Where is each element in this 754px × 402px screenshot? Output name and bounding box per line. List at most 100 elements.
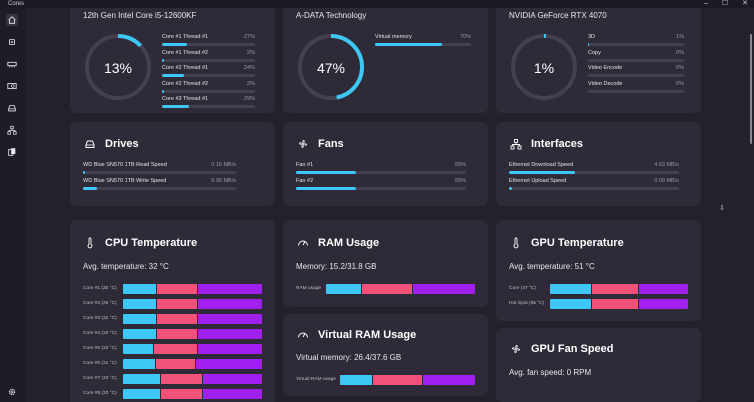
copy-icon[interactable] <box>6 146 18 158</box>
bar-separator <box>196 284 198 294</box>
gpu-name: NVIDIA GeForce RTX 4070 <box>509 11 607 20</box>
thermometer-icon <box>83 236 97 250</box>
usage-row-label: 3D <box>588 34 596 40</box>
fans-card: Fans Fan #1 55% Fan #2 55% <box>283 122 488 206</box>
bar-separator <box>159 374 161 384</box>
cpu-card: 12th Gen Intel Core i5-12600KF 13% Core … <box>70 8 307 113</box>
cpu-usage-value: 13% <box>103 60 133 76</box>
window-title: Cores <box>8 1 25 7</box>
drive-icon <box>83 137 97 151</box>
bar-segment <box>591 299 639 309</box>
gpu-temperature-title: GPU Temperature <box>531 237 624 249</box>
bar-separator <box>154 359 156 369</box>
bar-label: Core (47 °C) <box>509 286 536 291</box>
bar-segment <box>155 359 196 369</box>
usage-bar-track <box>588 89 684 93</box>
usage-row: Video Decode 0% <box>588 81 684 94</box>
usage-row-label: Core #3 Thread #1 <box>162 96 209 102</box>
cpu-name: 12th Gen Intel Core i5-12600KF <box>83 11 197 20</box>
interfaces-title: Interfaces <box>531 138 583 150</box>
network-icon[interactable] <box>6 124 18 136</box>
sidebar <box>0 8 25 402</box>
usage-row-label: Virtual memory <box>375 34 412 40</box>
bar-segment <box>123 359 155 369</box>
cpu-icon[interactable] <box>6 36 18 48</box>
usage-row-value: 9.95 MB/s <box>211 178 236 184</box>
bar-segment <box>372 375 423 385</box>
drive-icon[interactable] <box>6 102 18 114</box>
bar-label: Core #4 (33 °C) <box>83 331 117 336</box>
bar-segment <box>156 314 197 324</box>
ram-usage-title: RAM Usage <box>318 237 380 249</box>
usage-bar-track <box>162 58 255 62</box>
bar-segment <box>197 329 262 339</box>
stacked-bar <box>340 375 475 385</box>
scroll-down-arrow-icon[interactable]: ⇩ <box>719 205 725 212</box>
home-icon[interactable] <box>6 14 18 26</box>
bar-segment <box>340 375 372 385</box>
usage-bar-track <box>509 187 679 190</box>
maximize-button[interactable]: ☐ <box>721 0 729 7</box>
bar-separator <box>155 314 157 324</box>
bar-segment <box>197 284 262 294</box>
stacked-bar <box>123 359 262 369</box>
virtual-ram-usage-summary: Virtual memory: 26.4/37.6 GB <box>296 353 402 362</box>
usage-bar-fill <box>296 187 356 190</box>
bar-separator <box>202 374 204 384</box>
gpu-temperature-card: GPU Temperature Avg. temperature: 51 °C … <box>496 220 701 321</box>
bar-separator <box>196 329 198 339</box>
cpu-temperature-title: CPU Temperature <box>105 237 198 249</box>
memory-gauge-arc <box>298 34 364 100</box>
bar-separator <box>196 344 198 354</box>
bar-label: Core #7 (33 °C) <box>83 376 117 381</box>
usage-bar-track <box>375 43 471 46</box>
bar-label: Core #6 (31 °C) <box>83 361 117 366</box>
gpu-avg-temperature: Avg. temperature: 51 °C <box>509 262 595 271</box>
stacked-bar <box>550 299 688 309</box>
ram-usage-summary: Memory: 15.2/31.8 GB <box>296 262 377 271</box>
bar-segment <box>123 329 156 339</box>
stacked-bar <box>123 299 262 309</box>
bar-label: RAM usage <box>296 286 322 291</box>
usage-bar-fill <box>83 187 97 190</box>
usage-row: Core #3 Thread #1 29% <box>162 96 255 109</box>
memory-name: A-DATA Technology <box>296 11 367 20</box>
bar-segment <box>160 374 203 384</box>
memory-card: A-DATA Technology 47% Virtual memory 70% <box>283 8 488 113</box>
cpu-gauge-arc <box>85 34 151 100</box>
usage-row: Video Encode 0% <box>588 65 684 78</box>
bar-label: Core #3 (32 °C) <box>83 316 117 321</box>
bar-separator <box>195 359 197 369</box>
usage-bar-fill <box>162 74 185 77</box>
bar-label: Hot Spot (55 °C) <box>509 301 545 306</box>
usage-row-value: 0.16 MB/s <box>211 162 236 168</box>
usage-bar-fill <box>588 43 589 46</box>
gauge-icon <box>296 236 310 250</box>
bar-segment <box>362 284 413 294</box>
virtual-ram-usage-title: Virtual RAM Usage <box>318 329 417 341</box>
page-scrollbar-thumb[interactable] <box>750 34 752 144</box>
drives-title: Drives <box>105 138 139 150</box>
bar-label: Core #8 (33 °C) <box>83 391 117 396</box>
minimize-button[interactable]: – <box>703 0 708 7</box>
usage-bar-track <box>162 74 255 77</box>
memory-icon[interactable] <box>6 58 18 70</box>
usage-bar-track <box>162 105 255 108</box>
gear-icon[interactable] <box>6 386 18 398</box>
usage-row: Core #2 Thread #2 2% <box>162 81 255 94</box>
main-content[interactable]: 12th Gen Intel Core i5-12600KF 13% Core … <box>25 8 754 402</box>
usage-row-label: Video Decode <box>588 80 623 87</box>
bar-segment <box>423 375 475 385</box>
usage-row-value: 29% <box>243 96 255 102</box>
page-scrollbar[interactable] <box>748 8 754 402</box>
close-button[interactable]: ✕ <box>742 0 748 7</box>
bar-segment <box>156 284 197 294</box>
stacked-bar <box>550 284 688 294</box>
usage-bar-fill <box>375 43 443 46</box>
fan-icon <box>509 342 523 356</box>
title-bar: Cores – ☐ ✕ <box>0 0 754 8</box>
usage-bar-track <box>162 89 255 93</box>
gpu-icon[interactable] <box>6 80 18 92</box>
bar-segment <box>123 299 156 309</box>
usage-row-value: 1% <box>676 34 684 40</box>
